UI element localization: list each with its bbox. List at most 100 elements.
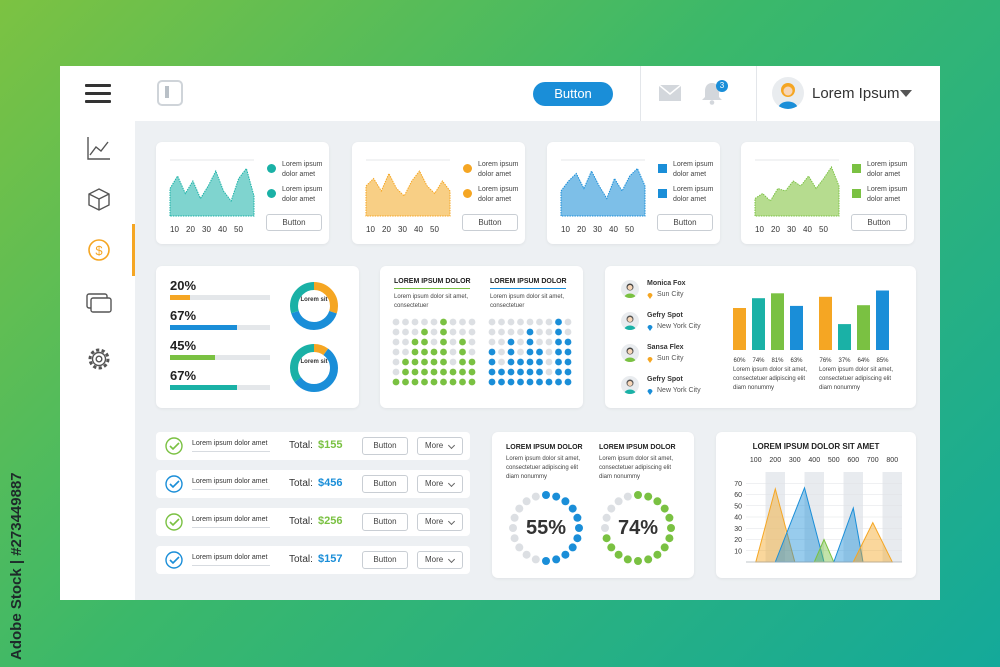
donut-segment bbox=[290, 282, 338, 330]
dot-grids bbox=[392, 318, 572, 386]
grid-dot bbox=[449, 378, 457, 386]
person-avatar[interactable] bbox=[621, 376, 639, 394]
grid-dot bbox=[545, 318, 553, 326]
grid-dot bbox=[421, 378, 428, 386]
spark-area bbox=[754, 165, 840, 217]
grid-dot bbox=[459, 378, 466, 386]
row-total-label: Total: bbox=[289, 554, 313, 565]
progress-track bbox=[170, 295, 270, 300]
grid-dot bbox=[421, 318, 428, 326]
bar bbox=[771, 293, 784, 350]
x-tick-label: 20 bbox=[382, 225, 391, 234]
check-circle-icon[interactable] bbox=[164, 550, 184, 570]
ring-dot bbox=[660, 504, 669, 513]
grid-dot bbox=[507, 348, 515, 356]
chart-icon[interactable] bbox=[84, 133, 114, 163]
row-button[interactable]: Button bbox=[362, 551, 408, 569]
row-more-dropdown[interactable]: More bbox=[417, 475, 463, 493]
person-avatar[interactable] bbox=[621, 344, 639, 362]
chart-title: LOREM IPSUM DOLOR SIT AMET bbox=[752, 442, 880, 451]
check-circle-icon[interactable] bbox=[164, 436, 184, 456]
grid-dot bbox=[430, 328, 438, 336]
top-button[interactable]: Button bbox=[533, 82, 613, 106]
grid-dot bbox=[517, 318, 524, 326]
legend-marker-icon bbox=[463, 189, 472, 198]
check-circle-icon[interactable] bbox=[164, 474, 184, 494]
cube-icon[interactable] bbox=[84, 184, 114, 214]
hamburger-menu-icon[interactable] bbox=[85, 84, 111, 104]
grid-dot bbox=[392, 328, 400, 336]
spark-card: 10 20 30 40 50 Lorem ipsum dolor amet Lorem ip… bbox=[547, 142, 720, 244]
spark-card-button[interactable]: Button bbox=[851, 214, 907, 231]
mail-icon[interactable] bbox=[659, 85, 681, 101]
chevron-down-icon[interactable] bbox=[900, 90, 912, 97]
cards-icon[interactable] bbox=[84, 288, 114, 318]
grid-dot bbox=[517, 358, 524, 366]
donut-segment bbox=[290, 344, 338, 392]
grid-dot bbox=[402, 318, 409, 326]
bar-group-text-1: Lorem ipsum dolor sit amet, consectetuer… bbox=[733, 367, 808, 391]
grid-dot bbox=[402, 328, 409, 336]
person-avatar-icon bbox=[624, 347, 636, 362]
x-tick-label: 40 bbox=[609, 225, 618, 234]
ring-charts bbox=[509, 491, 675, 565]
person-avatar[interactable] bbox=[621, 312, 639, 330]
title-underline bbox=[394, 288, 470, 289]
grid-dot bbox=[488, 338, 496, 346]
grid-dot bbox=[430, 348, 438, 356]
grid-dot bbox=[536, 318, 543, 326]
grid-dot bbox=[564, 348, 572, 356]
dollar-icon[interactable]: $ bbox=[84, 235, 114, 265]
spark-card-button[interactable]: Button bbox=[462, 214, 518, 231]
person-avatar[interactable] bbox=[621, 280, 639, 298]
grid-dot bbox=[411, 318, 419, 326]
row-more-dropdown[interactable]: More bbox=[417, 513, 463, 531]
grid-dot bbox=[459, 318, 466, 326]
check-circle-icon[interactable] bbox=[164, 512, 184, 532]
spark-card-button[interactable]: Button bbox=[657, 214, 713, 231]
row-more-dropdown[interactable]: More bbox=[417, 551, 463, 569]
x-tick-label: 400 bbox=[808, 457, 820, 464]
grid-dot bbox=[411, 338, 419, 346]
bar-group-text-2: Lorem ipsum dolor sit amet, consectetuer… bbox=[819, 367, 894, 391]
ring-dot bbox=[515, 504, 524, 513]
row-amount: $256 bbox=[318, 515, 343, 527]
x-tick-label: 20 bbox=[771, 225, 780, 234]
row-text: Lorem ipsum dolor amet bbox=[192, 478, 268, 485]
grid-dot bbox=[449, 358, 457, 366]
grid-dot bbox=[440, 318, 447, 326]
row-button[interactable]: Button bbox=[362, 513, 408, 531]
gear-icon[interactable] bbox=[84, 344, 114, 374]
grid-dot bbox=[498, 318, 505, 326]
grid-dot bbox=[392, 348, 400, 356]
location-pin-icon bbox=[647, 293, 653, 299]
grid-dot bbox=[430, 368, 438, 376]
list-row: Lorem ipsum dolor amet Total: $456 Button Mo… bbox=[156, 470, 470, 498]
ring-dot bbox=[602, 534, 611, 543]
grid-dot bbox=[459, 358, 466, 366]
grid-dot bbox=[545, 358, 553, 366]
list-row: Lorem ipsum dolor amet Total: $157 Button Mo… bbox=[156, 546, 470, 574]
legend-label: Lorem ipsum dolor amet bbox=[478, 186, 519, 203]
legend-label: Lorem ipsum dolor amet bbox=[867, 161, 908, 178]
grid-dot bbox=[488, 318, 496, 326]
row-button[interactable]: Button bbox=[362, 437, 408, 455]
spark-card-button[interactable]: Button bbox=[266, 214, 322, 231]
grid-dot bbox=[526, 338, 534, 346]
x-tick-label: 10 bbox=[561, 225, 570, 234]
grid-dot bbox=[526, 368, 534, 376]
user-avatar[interactable] bbox=[772, 77, 804, 109]
grid-dot bbox=[449, 348, 457, 356]
x-tick-label: 100 bbox=[750, 457, 762, 464]
row-amount: $157 bbox=[318, 553, 343, 565]
grid-dot bbox=[555, 368, 562, 376]
row-more-dropdown[interactable]: More bbox=[417, 437, 463, 455]
person-avatar-icon bbox=[624, 283, 636, 298]
person-name: Sansa Flex bbox=[647, 344, 684, 351]
grid-dot bbox=[536, 358, 543, 366]
progress-label: 67% bbox=[170, 368, 197, 383]
ring-dot bbox=[623, 555, 632, 564]
user-name[interactable]: Lorem Ipsum bbox=[812, 85, 900, 102]
grid-dot bbox=[555, 328, 562, 336]
row-button[interactable]: Button bbox=[362, 475, 408, 493]
